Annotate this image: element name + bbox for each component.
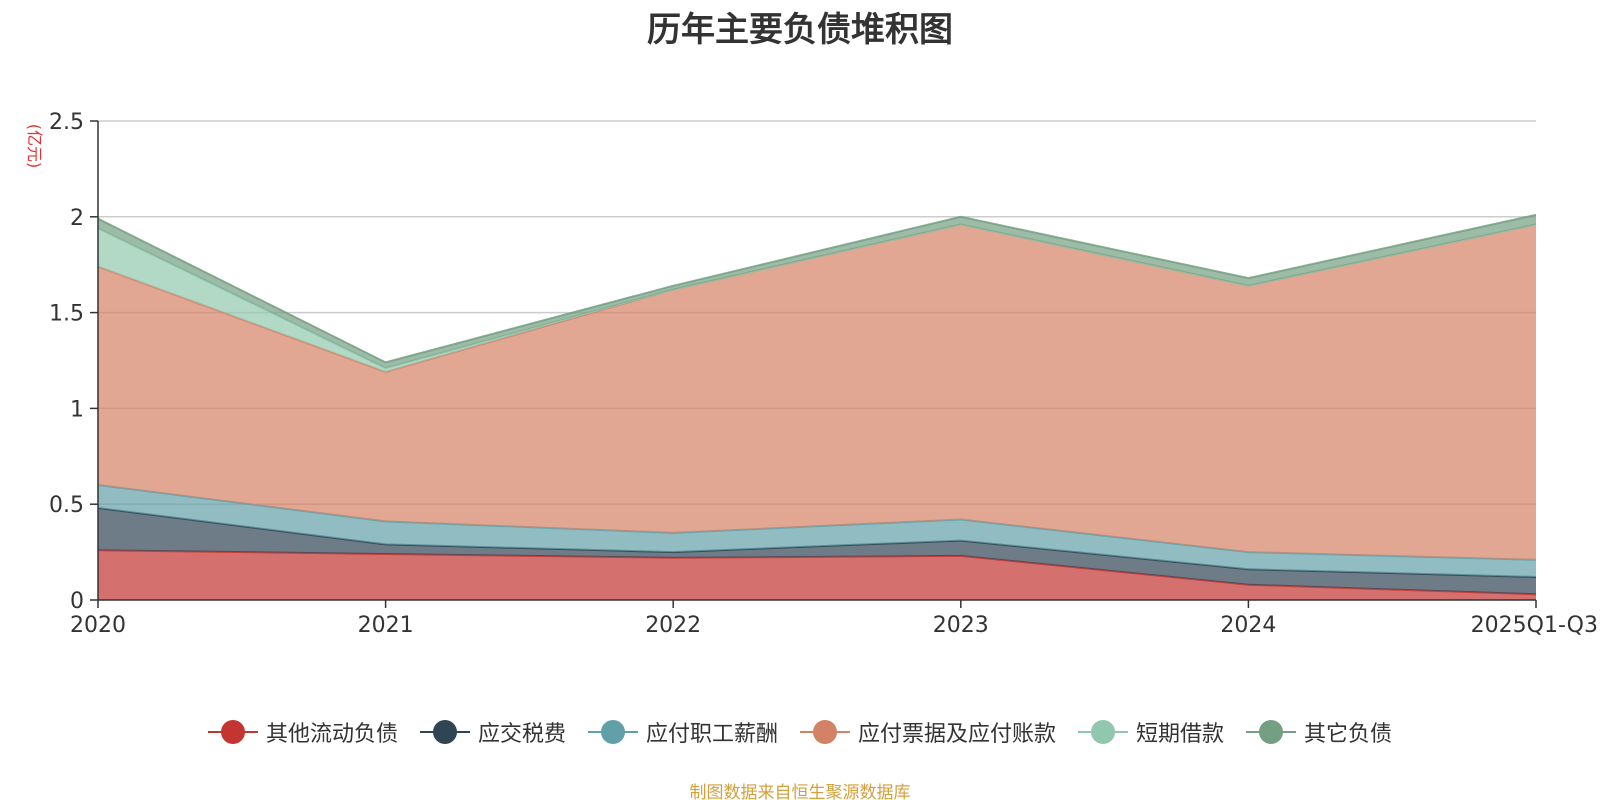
x-tick-label: 2021	[358, 613, 414, 638]
legend-marker-icon	[1078, 719, 1129, 745]
legend-item[interactable]: 其他流动负债	[207, 716, 398, 748]
legend-marker-icon	[207, 719, 258, 745]
chart-title: 历年主要负债堆积图	[647, 10, 953, 50]
y-tick-label: 0	[70, 589, 84, 614]
legend-label: 应交税费	[477, 722, 566, 747]
x-tick-label: 2023	[933, 613, 989, 638]
legend-label: 其它负债	[1304, 722, 1393, 747]
legend-label: 应付票据及应付账款	[858, 722, 1057, 747]
area-series	[97, 213, 1537, 600]
source-note: 制图数据来自恒生聚源数据库	[689, 783, 911, 800]
series-line	[97, 213, 1537, 364]
legend-item[interactable]: 其它负债	[1246, 716, 1392, 748]
legend-marker-icon	[419, 719, 470, 745]
y-tick-label: 2.5	[49, 110, 84, 135]
legend-item[interactable]: 应付票据及应付账款	[800, 716, 1056, 748]
x-tick-label: 2022	[645, 613, 701, 638]
y-tick-label: 1	[70, 397, 84, 422]
legend-label: 短期借款	[1136, 722, 1225, 747]
legend-label: 应付职工薪酬	[645, 722, 778, 747]
area-series	[98, 550, 1536, 600]
y-tick-label: 1.5	[49, 302, 84, 327]
legend-label: 其他流动负债	[265, 722, 398, 747]
x-tick-label: 2025Q1-Q3	[1471, 613, 1598, 638]
y-tick-label: 2	[70, 206, 84, 231]
legend-marker-icon	[1246, 719, 1297, 745]
area-series	[98, 485, 1536, 577]
axes: 0 0.5 1 1.5 2 2.5 2020 2021 2022 2023 2024 2025Q1-Q…	[49, 110, 1598, 638]
legend-marker-icon	[800, 719, 850, 745]
legend-marker-icon	[587, 719, 638, 745]
legend-item[interactable]: 应付职工薪酬	[587, 716, 778, 748]
area-series	[98, 224, 1536, 560]
y-tick-label: 0.5	[49, 493, 84, 518]
legend: 其他流动负债 应交税费 应付职工薪酬 应付票据及应付账款 短期借款 其它负债	[0, 716, 1600, 748]
legend-item[interactable]: 应交税费	[419, 716, 566, 748]
x-tick-label: 2024	[1220, 613, 1276, 638]
legend-item[interactable]: 短期借款	[1078, 716, 1224, 748]
area-series	[98, 508, 1536, 595]
y-axis-unit-label: (亿元)	[25, 123, 44, 169]
x-tick-label: 2020	[70, 613, 126, 638]
